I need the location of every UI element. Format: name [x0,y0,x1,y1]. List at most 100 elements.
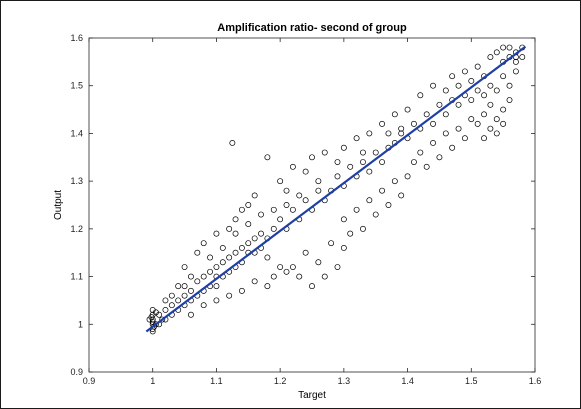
data-point [340,144,347,151]
data-point [181,283,188,290]
data-point [410,120,417,127]
data-point [379,120,386,127]
data-point [340,216,347,223]
data-point [430,82,437,89]
data-point [159,316,166,323]
data-point [309,283,315,290]
data-point [398,125,405,132]
data-point [162,297,169,304]
x-tick-label: 1.4 [401,376,414,386]
data-point [315,178,322,185]
data-point [347,163,354,170]
data-point [226,225,233,232]
data-point [353,206,360,213]
y-axis-label: Output [53,190,64,220]
y-tick-label: 0.9 [70,367,83,377]
data-point [512,58,519,65]
data-point [423,163,430,170]
data-point [468,77,475,84]
data-point [506,82,513,89]
data-point [213,264,220,270]
data-point [481,111,487,118]
data-point [238,206,245,213]
data-point [258,211,264,218]
data-point [334,159,341,166]
data-point [398,192,405,199]
data-point [200,273,207,280]
data-point [366,130,373,137]
data-point [229,140,236,146]
data-point [302,197,309,204]
data-point [449,73,456,80]
data-point [232,249,239,256]
y-tick-label: 1.4 [70,128,83,138]
data-point [181,264,188,270]
data-point [187,273,194,280]
data-point [213,230,220,237]
data-point [461,68,468,75]
data-point [200,302,207,309]
data-point [436,154,443,161]
data-point [219,259,226,266]
data-point [264,283,271,290]
y-tick-label: 1.5 [70,81,83,91]
data-point [283,187,290,194]
data-point [277,178,284,185]
y-tick-label: 1.3 [70,176,83,186]
data-point [296,273,303,280]
data-point [481,92,487,99]
axis-ticks: 0.9 1 1.1 1.2 1.3 1.4 1.5 1.6 0.9 1 1.1 1.2 1.3 1.4 1.… [70,33,541,386]
y-tick-label: 1.2 [70,224,83,234]
data-point [417,149,424,156]
x-tick-label: 0.9 [83,376,96,386]
data-point [493,116,500,123]
data-point [152,309,159,316]
data-point [245,240,252,247]
data-point [270,273,277,280]
data-point [391,178,398,185]
data-point [404,106,411,113]
data-point [461,135,468,142]
data-point [194,278,201,285]
x-axis-label: Target [298,390,326,401]
data-point [379,187,386,194]
x-tick-label: 1.1 [210,376,223,386]
data-point [500,44,507,51]
data-point [417,92,424,99]
data-point [430,140,437,146]
data-point [187,311,194,318]
data-point [500,120,507,127]
data-point [493,130,500,137]
data-point [302,168,309,175]
data-point [168,302,175,309]
data-point [283,268,290,275]
data-point [455,101,462,108]
data-point [506,44,513,51]
data-point [474,87,481,94]
data-point [283,202,290,208]
plot-area [88,37,536,373]
data-point [500,73,507,80]
data-point [289,163,296,170]
data-point [436,101,443,108]
data-point [213,297,220,304]
data-point [449,144,456,151]
data-point [238,244,245,251]
data-point [334,173,341,180]
data-point [264,254,271,261]
data-point [175,283,182,290]
data-point [468,97,475,103]
data-point [226,254,233,261]
data-point [270,225,277,232]
data-point [487,82,494,89]
data-point [385,130,392,137]
data-point [296,192,303,199]
data-point [168,292,175,299]
data-point [493,87,500,94]
data-point [487,101,494,108]
data-point [391,111,398,118]
data-point [360,159,366,166]
x-tick-label: 1.3 [338,376,351,386]
data-point [328,240,335,247]
data-point [213,283,220,290]
